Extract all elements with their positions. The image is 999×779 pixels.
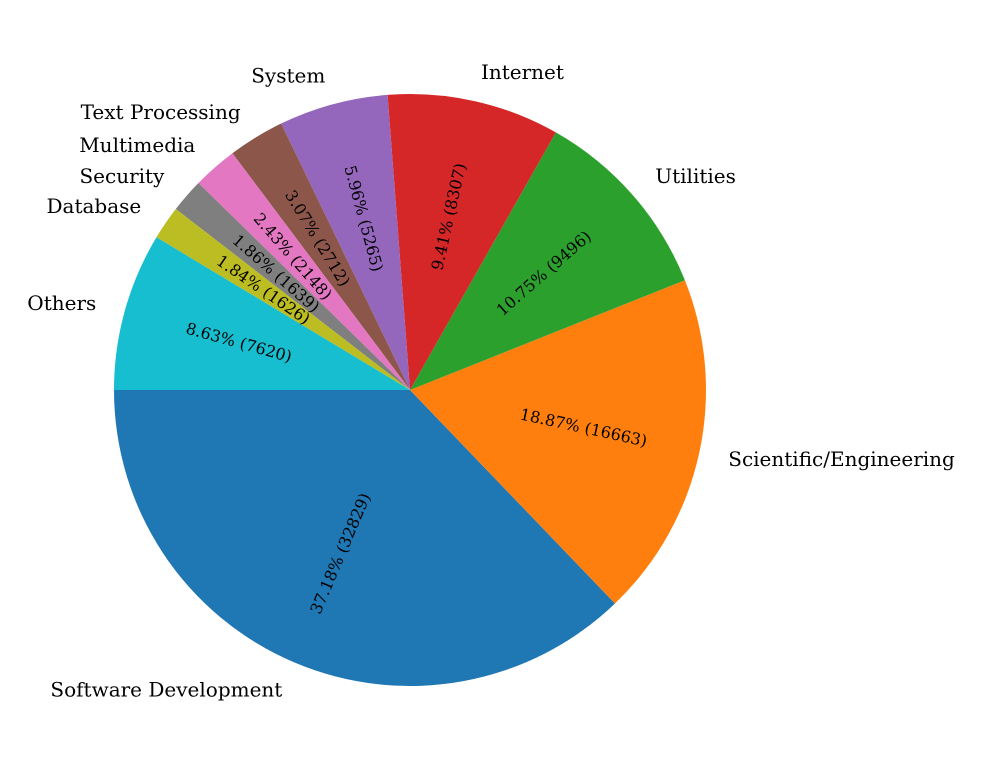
category-label-security: Security xyxy=(79,164,165,188)
category-label-scientific-engineering: Scientific/Engineering xyxy=(728,447,955,471)
pie-slice-text-processing xyxy=(232,123,410,390)
category-label-others: Others xyxy=(27,291,96,315)
pie-slice-others xyxy=(114,237,410,390)
pie-slice-utilities xyxy=(410,132,685,391)
category-label-database: Database xyxy=(47,194,142,218)
category-label-utilities: Utilities xyxy=(655,164,736,188)
pie-slice-database xyxy=(156,209,410,390)
category-labels-layer: Software Development Scientific/Engineeri… xyxy=(27,60,955,701)
category-label-software-development: Software Development xyxy=(50,678,282,702)
pie-slice-security xyxy=(175,182,410,390)
pie-slice-scientific-engineering xyxy=(410,280,706,604)
category-label-system: System xyxy=(251,64,325,88)
category-label-text-processing: Text Processing xyxy=(81,100,241,124)
category-label-internet: Internet xyxy=(481,60,564,84)
pie-slice-software-development xyxy=(114,390,616,686)
slices-layer xyxy=(114,93,706,686)
pie-slice-multimedia xyxy=(198,153,410,390)
category-label-multimedia: Multimedia xyxy=(79,133,195,157)
pie-slice-internet xyxy=(387,93,556,391)
pie-slice-system xyxy=(281,94,410,390)
